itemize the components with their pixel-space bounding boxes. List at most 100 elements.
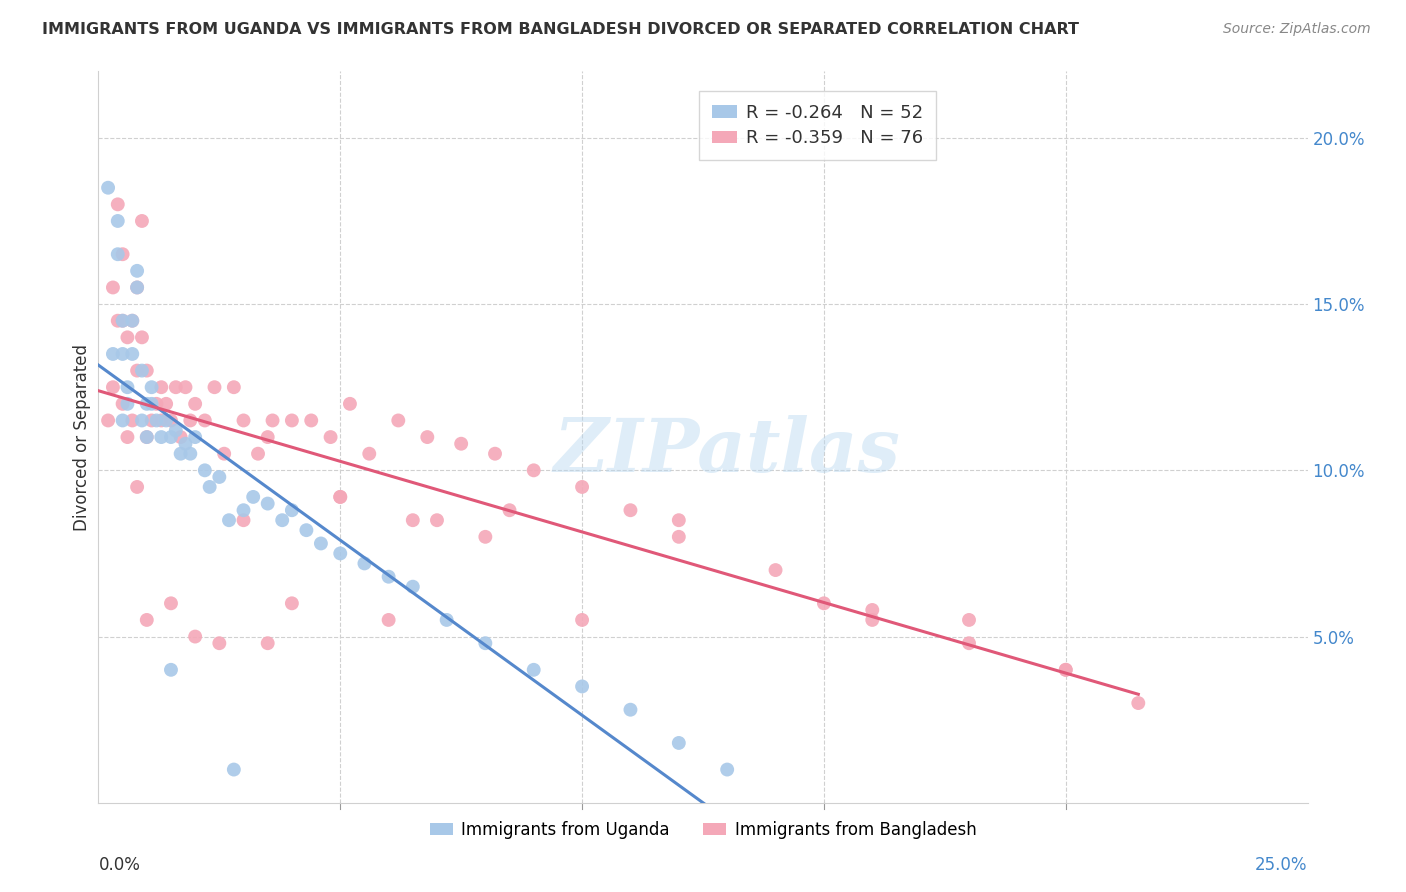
Point <box>155 413 177 427</box>
Point <box>523 463 546 477</box>
Point <box>860 603 883 617</box>
Point <box>107 314 129 328</box>
Point <box>107 214 129 228</box>
Point <box>194 413 217 427</box>
Point <box>329 546 352 560</box>
Point <box>135 397 157 411</box>
Point <box>281 596 304 610</box>
Point <box>179 413 201 427</box>
Point <box>121 413 143 427</box>
Point <box>256 636 278 650</box>
Point <box>329 490 352 504</box>
Point <box>619 703 641 717</box>
Point <box>256 430 278 444</box>
Point <box>160 413 183 427</box>
Point <box>135 363 157 377</box>
Point <box>426 513 449 527</box>
Point <box>127 363 149 377</box>
Point <box>117 397 139 411</box>
Point <box>169 430 191 444</box>
Point <box>353 557 375 571</box>
Point <box>131 330 153 344</box>
Point <box>101 380 124 394</box>
Point <box>97 413 120 427</box>
Text: 0.0%: 0.0% <box>98 856 141 874</box>
Text: Source: ZipAtlas.com: Source: ZipAtlas.com <box>1223 22 1371 37</box>
Point <box>484 447 506 461</box>
Point <box>523 663 546 677</box>
Point <box>141 397 163 411</box>
Text: ZIPatlas: ZIPatlas <box>554 416 901 488</box>
Point <box>101 347 124 361</box>
Y-axis label: Divorced or Separated: Divorced or Separated <box>73 343 91 531</box>
Point <box>141 413 163 427</box>
Text: IMMIGRANTS FROM UGANDA VS IMMIGRANTS FROM BANGLADESH DIVORCED OR SEPARATED CORRE: IMMIGRANTS FROM UGANDA VS IMMIGRANTS FRO… <box>42 22 1080 37</box>
Point <box>131 363 153 377</box>
Text: 25.0%: 25.0% <box>1256 856 1308 874</box>
Point <box>117 430 139 444</box>
Point <box>111 314 134 328</box>
Point <box>174 380 197 394</box>
Point <box>232 503 254 517</box>
Point <box>339 397 361 411</box>
Point <box>765 563 787 577</box>
Point <box>111 397 134 411</box>
Point <box>194 463 217 477</box>
Point <box>208 636 231 650</box>
Point <box>1054 663 1077 677</box>
Point <box>716 763 738 777</box>
Point <box>319 430 342 444</box>
Point <box>281 503 304 517</box>
Point <box>150 380 173 394</box>
Point <box>169 447 191 461</box>
Point <box>111 247 134 261</box>
Point <box>232 413 254 427</box>
Point <box>262 413 284 427</box>
Point <box>145 397 167 411</box>
Point <box>135 613 157 627</box>
Point <box>101 280 124 294</box>
Point <box>198 480 221 494</box>
Point <box>387 413 409 427</box>
Point <box>208 470 231 484</box>
Point <box>111 413 134 427</box>
Point <box>97 180 120 194</box>
Point <box>668 513 690 527</box>
Point <box>135 430 157 444</box>
Point <box>222 380 245 394</box>
Point <box>957 636 980 650</box>
Point <box>121 314 143 328</box>
Point <box>174 436 197 450</box>
Point <box>121 347 143 361</box>
Point <box>145 413 167 427</box>
Point <box>127 280 149 294</box>
Point <box>309 536 332 550</box>
Point <box>184 430 207 444</box>
Point <box>668 530 690 544</box>
Point <box>117 330 139 344</box>
Point <box>111 314 134 328</box>
Point <box>204 380 226 394</box>
Point <box>450 436 472 450</box>
Point <box>150 413 173 427</box>
Point <box>377 613 399 627</box>
Point <box>107 247 129 261</box>
Point <box>242 490 264 504</box>
Point <box>299 413 322 427</box>
Point <box>135 430 157 444</box>
Point <box>155 397 177 411</box>
Point <box>150 430 173 444</box>
Point <box>131 413 153 427</box>
Point <box>402 580 425 594</box>
Point <box>498 503 520 517</box>
Point <box>377 570 399 584</box>
Point <box>1128 696 1150 710</box>
Point <box>295 523 318 537</box>
Legend: Immigrants from Uganda, Immigrants from Bangladesh: Immigrants from Uganda, Immigrants from … <box>423 814 983 846</box>
Point <box>127 480 149 494</box>
Point <box>416 430 439 444</box>
Point <box>281 413 304 427</box>
Point <box>165 380 187 394</box>
Point <box>1054 663 1077 677</box>
Point <box>860 613 883 627</box>
